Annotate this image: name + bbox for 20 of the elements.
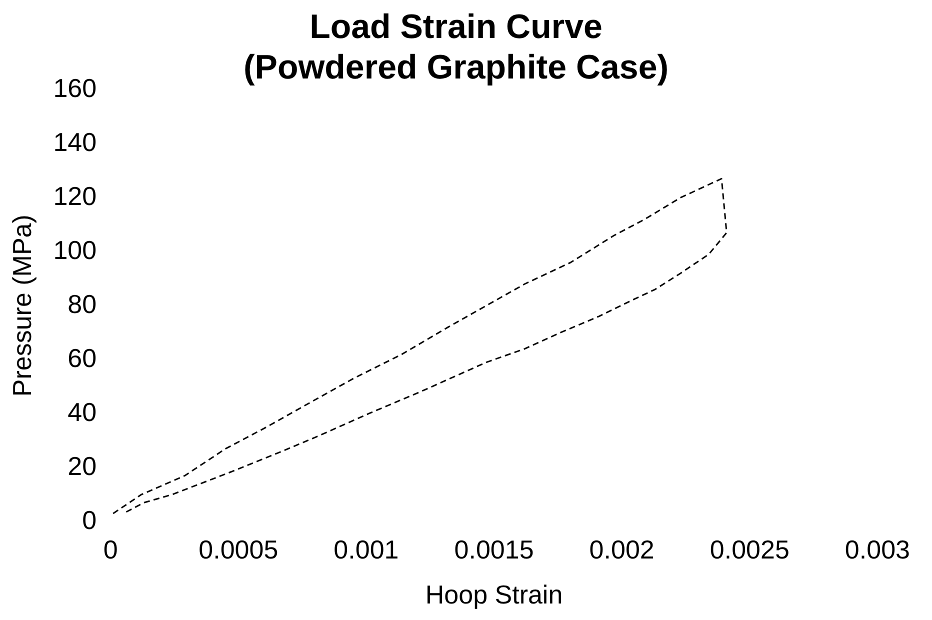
y-axis-title: Pressure (MPa)	[6, 214, 37, 397]
y-tick-label: 60	[68, 342, 97, 373]
x-tick-label: 0.003	[844, 534, 910, 564]
y-tick-label: 80	[68, 288, 97, 319]
y-tick-label: 120	[53, 180, 97, 211]
line-series	[112, 178, 728, 514]
y-tick-label: 140	[53, 126, 97, 157]
x-tick-label: 0.0005	[198, 534, 278, 564]
x-tick-label: 0.001	[334, 534, 399, 564]
x-tick-label: 0.002	[589, 534, 654, 564]
y-tick-label: 0	[82, 504, 97, 535]
x-tick-label: 0.0025	[710, 534, 790, 564]
y-tick-label: 160	[53, 72, 97, 103]
x-tick-label: 0	[103, 534, 118, 564]
chart-title: Load Strain Curve (Powdered Graphite Case)	[243, 8, 669, 87]
y-tick-label: 40	[68, 396, 97, 427]
y-tick-label: 20	[68, 450, 97, 481]
x-tick-label: 0.0015	[454, 534, 534, 564]
x-axis-title: Hoop Strain	[425, 580, 563, 610]
y-tick-label: 100	[53, 234, 97, 265]
